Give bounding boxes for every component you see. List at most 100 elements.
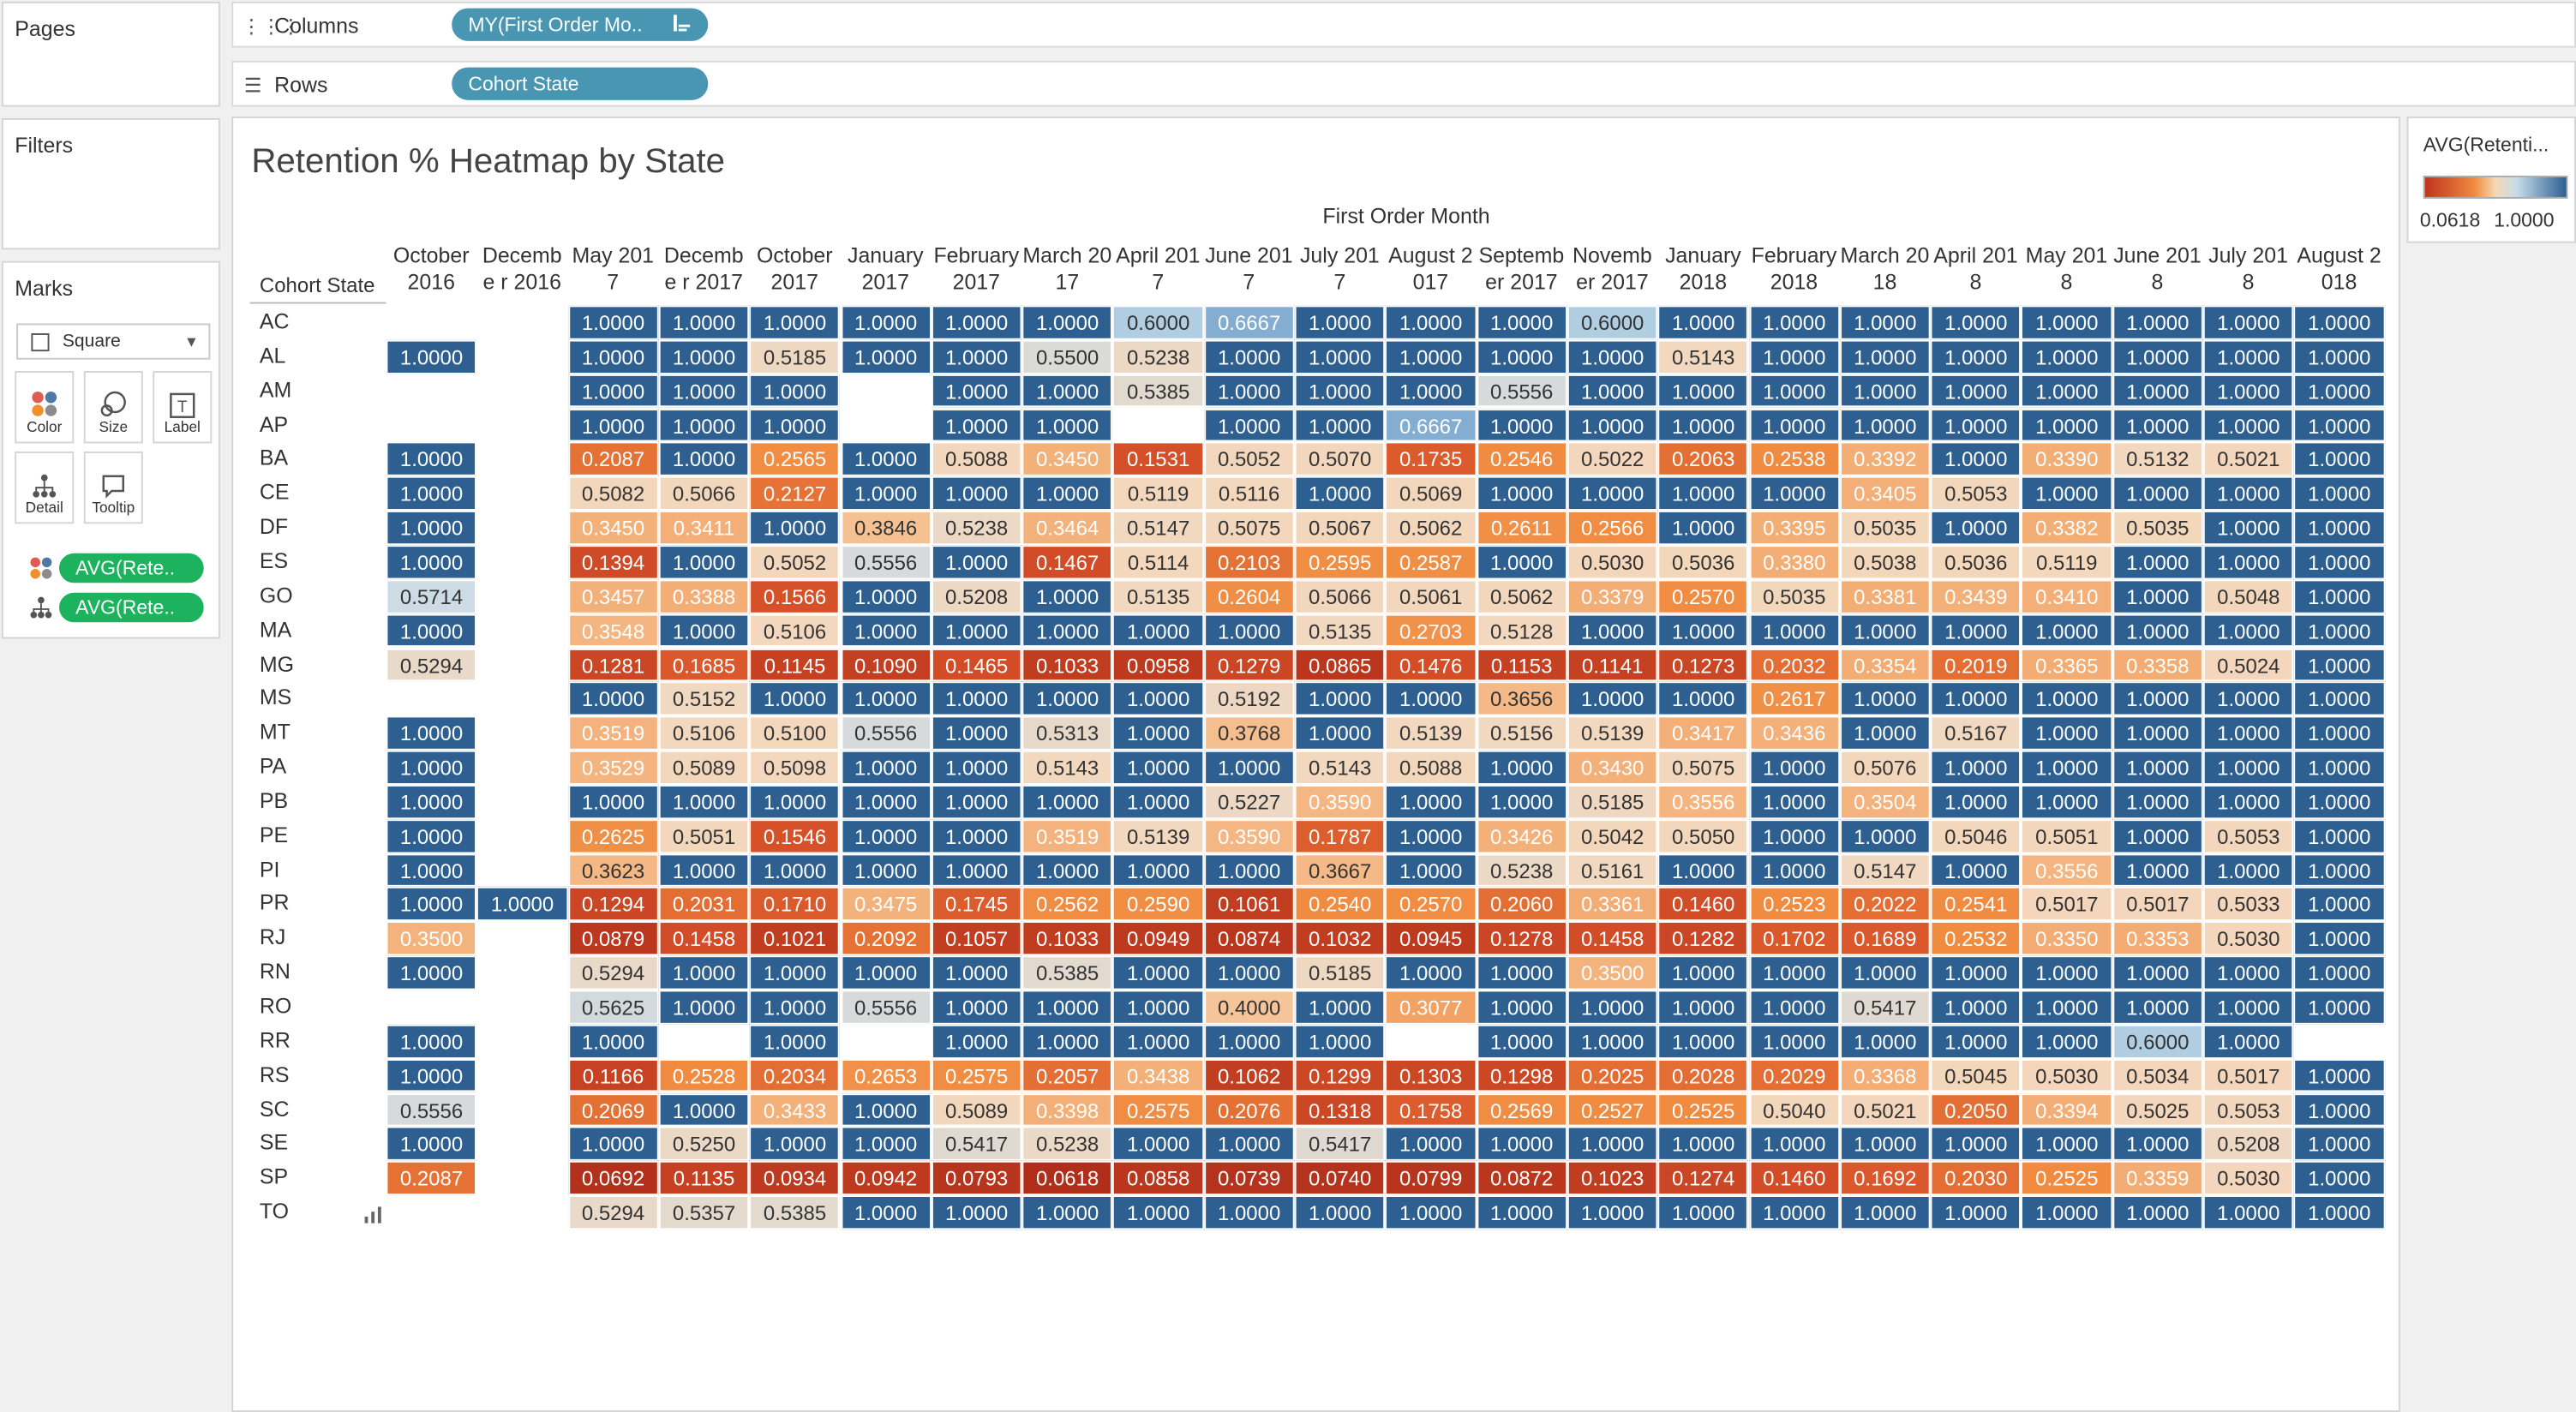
heatmap-cell[interactable]: 0.5119 bbox=[1112, 476, 1204, 512]
heatmap-cell[interactable]: 1.0000 bbox=[2202, 339, 2294, 374]
heatmap-cell[interactable]: 1.0000 bbox=[749, 853, 841, 888]
heatmap-cell[interactable]: 1.0000 bbox=[1203, 374, 1295, 409]
column-header[interactable]: July 2017 bbox=[1299, 242, 1380, 295]
heatmap-cell[interactable]: 1.0000 bbox=[2293, 408, 2385, 443]
heatmap-cell[interactable]: 0.2032 bbox=[1748, 647, 1840, 682]
column-header[interactable]: June 2017 bbox=[1205, 242, 1293, 295]
heatmap-cell[interactable]: 1.0000 bbox=[840, 818, 932, 853]
heatmap-cell[interactable]: 0.2525 bbox=[1657, 1092, 1749, 1128]
heatmap-cell[interactable]: 1.0000 bbox=[2021, 1024, 2112, 1059]
heatmap-cell[interactable]: 1.0000 bbox=[2293, 647, 2385, 682]
heatmap-cell[interactable]: 1.0000 bbox=[2293, 921, 2385, 956]
heatmap-cell[interactable]: 1.0000 bbox=[658, 1092, 750, 1128]
heatmap-cell[interactable]: 1.0000 bbox=[1657, 374, 1749, 409]
heatmap-cell[interactable]: 0.5556 bbox=[840, 545, 932, 579]
heatmap-cell[interactable]: 1.0000 bbox=[2021, 750, 2112, 785]
row-header-mg[interactable]: MG bbox=[259, 650, 295, 676]
heatmap-cell[interactable]: 1.0000 bbox=[2202, 853, 2294, 888]
heatmap-cell[interactable]: 1.0000 bbox=[1021, 408, 1113, 443]
heatmap-cell[interactable]: 0.0692 bbox=[567, 1161, 659, 1196]
heatmap-cell[interactable]: 0.5147 bbox=[1112, 511, 1204, 545]
heatmap-cell[interactable]: 0.2523 bbox=[1748, 887, 1840, 922]
heatmap-cell[interactable]: 1.0000 bbox=[1021, 990, 1113, 1025]
heatmap-cell[interactable]: 0.3590 bbox=[1203, 818, 1295, 853]
heatmap-cell[interactable]: 1.0000 bbox=[2293, 853, 2385, 888]
heatmap-cell[interactable]: 0.2019 bbox=[1930, 647, 2022, 682]
heatmap-cell[interactable]: 1.0000 bbox=[2293, 442, 2385, 477]
row-header-ms[interactable]: MS bbox=[259, 685, 292, 710]
heatmap-cell[interactable]: 1.0000 bbox=[386, 476, 477, 512]
heatmap-cell[interactable]: 0.2087 bbox=[567, 442, 659, 477]
heatmap-cell[interactable]: 0.5048 bbox=[2202, 579, 2294, 613]
heatmap-cell[interactable]: 0.1460 bbox=[1657, 887, 1749, 922]
heatmap-cell[interactable]: 0.5098 bbox=[749, 750, 841, 785]
heatmap-cell[interactable]: 1.0000 bbox=[1748, 476, 1840, 512]
heatmap-cell[interactable]: 0.1021 bbox=[749, 921, 841, 956]
heatmap-cell[interactable]: 0.2029 bbox=[1748, 1058, 1840, 1093]
heatmap-cell[interactable]: 0.1476 bbox=[1385, 647, 1477, 682]
heatmap-cell[interactable]: 1.0000 bbox=[1203, 955, 1295, 990]
heatmap-cell[interactable]: 1.0000 bbox=[1385, 681, 1477, 716]
heatmap-cell[interactable]: 0.3504 bbox=[1839, 784, 1931, 819]
column-header[interactable]: May 2017 bbox=[572, 242, 655, 295]
heatmap-cell[interactable]: 0.5089 bbox=[931, 1092, 1022, 1128]
heatmap-cell[interactable]: 1.0000 bbox=[476, 887, 568, 922]
heatmap-cell[interactable]: 0.5167 bbox=[1930, 715, 2022, 751]
heatmap-cell[interactable]: 1.0000 bbox=[1839, 715, 1931, 751]
heatmap-cell[interactable]: 0.0799 bbox=[1385, 1161, 1477, 1196]
heatmap-cell[interactable]: 0.3358 bbox=[2112, 647, 2203, 682]
heatmap-cell[interactable]: 1.0000 bbox=[1294, 305, 1386, 340]
heatmap-cell[interactable]: 0.1735 bbox=[1385, 442, 1477, 477]
column-header[interactable]: February 2018 bbox=[1751, 242, 1837, 295]
heatmap-cell[interactable]: 0.1279 bbox=[1203, 647, 1295, 682]
heatmap-cell[interactable]: 0.5135 bbox=[1294, 613, 1386, 648]
heatmap-cell[interactable]: 0.5017 bbox=[2021, 887, 2112, 922]
heatmap-cell[interactable]: 1.0000 bbox=[2112, 1195, 2203, 1230]
heatmap-cell[interactable]: 1.0000 bbox=[1748, 408, 1840, 443]
rows-pill-cohort-state[interactable]: Cohort State bbox=[452, 67, 709, 100]
row-header-ba[interactable]: BA bbox=[259, 446, 289, 470]
heatmap-cell[interactable]: 1.0000 bbox=[931, 818, 1022, 853]
heatmap-cell[interactable]: 0.5082 bbox=[567, 476, 659, 512]
heatmap-cell[interactable]: 0.3390 bbox=[2021, 442, 2112, 477]
heatmap-cell[interactable]: 1.0000 bbox=[1748, 374, 1840, 409]
column-header[interactable]: Decembe r 2016 bbox=[482, 242, 562, 295]
heatmap-cell[interactable]: 0.5556 bbox=[386, 1092, 477, 1128]
filters-shelf[interactable]: Filters bbox=[1, 117, 220, 250]
heatmap-cell[interactable]: 1.0000 bbox=[2293, 887, 2385, 922]
heatmap-cell[interactable]: 0.0942 bbox=[840, 1161, 932, 1196]
heatmap-cell[interactable]: 1.0000 bbox=[749, 1024, 841, 1059]
heatmap-cell[interactable]: 0.5036 bbox=[1657, 545, 1749, 579]
heatmap-cell[interactable]: 0.1685 bbox=[658, 647, 750, 682]
heatmap-cell[interactable]: 0.1465 bbox=[931, 647, 1022, 682]
heatmap-cell[interactable]: 0.3457 bbox=[567, 579, 659, 613]
heatmap-cell[interactable]: 0.2575 bbox=[1112, 1092, 1204, 1128]
heatmap-cell[interactable]: 1.0000 bbox=[2112, 784, 2203, 819]
heatmap-cell[interactable]: 0.1273 bbox=[1657, 647, 1749, 682]
row-header-sp[interactable]: SP bbox=[259, 1164, 289, 1189]
heatmap-cell[interactable]: 1.0000 bbox=[2202, 545, 2294, 579]
heatmap-cell[interactable]: 0.3381 bbox=[1839, 579, 1931, 613]
heatmap-cell[interactable]: 1.0000 bbox=[386, 339, 477, 374]
heatmap-cell[interactable]: 0.3548 bbox=[567, 613, 659, 648]
heatmap-cell[interactable]: 1.0000 bbox=[1839, 1127, 1931, 1162]
row-header-es[interactable]: ES bbox=[259, 547, 289, 573]
color-pill-avg-retention[interactable]: AVG(Rete.. bbox=[59, 553, 204, 583]
heatmap-cell[interactable]: 1.0000 bbox=[658, 853, 750, 888]
heatmap-cell[interactable]: 1.0000 bbox=[1930, 374, 2022, 409]
heatmap-cell[interactable]: 1.0000 bbox=[2112, 715, 2203, 751]
heatmap-cell[interactable]: 0.5192 bbox=[1203, 681, 1295, 716]
heatmap-cell[interactable]: 0.3368 bbox=[1839, 1058, 1931, 1093]
heatmap-cell[interactable]: 1.0000 bbox=[2202, 681, 2294, 716]
heatmap-cell[interactable]: 1.0000 bbox=[2021, 955, 2112, 990]
heatmap-cell[interactable]: 0.3410 bbox=[2021, 579, 2112, 613]
heatmap-cell[interactable]: 1.0000 bbox=[2202, 408, 2294, 443]
heatmap-cell[interactable]: 1.0000 bbox=[2293, 545, 2385, 579]
heatmap-cell[interactable]: 0.5238 bbox=[1021, 1127, 1113, 1162]
heatmap-cell[interactable]: 1.0000 bbox=[2021, 681, 2112, 716]
heatmap-cell[interactable]: 1.0000 bbox=[749, 955, 841, 990]
heatmap-cell[interactable]: 0.5185 bbox=[749, 339, 841, 374]
heatmap-cell[interactable]: 1.0000 bbox=[2293, 1127, 2385, 1162]
heatmap-cell[interactable]: 0.1531 bbox=[1112, 442, 1204, 477]
column-header[interactable]: August 2017 bbox=[1388, 242, 1473, 295]
